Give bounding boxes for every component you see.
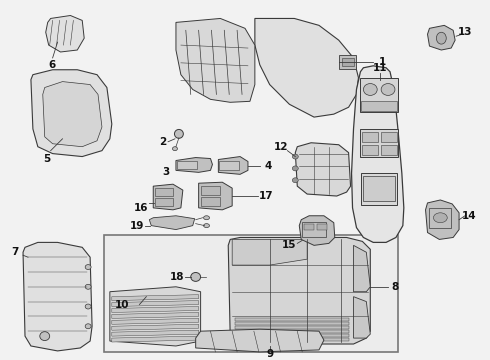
Polygon shape [153, 184, 183, 210]
Polygon shape [235, 326, 348, 329]
Ellipse shape [293, 166, 298, 171]
Text: 1: 1 [378, 57, 386, 67]
Bar [339, 55, 357, 69]
Text: 7: 7 [11, 247, 19, 257]
Ellipse shape [434, 213, 447, 223]
Bar [364, 176, 395, 201]
Text: 8: 8 [392, 282, 398, 292]
Polygon shape [232, 239, 307, 265]
Text: 3: 3 [163, 167, 170, 177]
Ellipse shape [381, 84, 395, 95]
Text: 10: 10 [115, 300, 129, 310]
Polygon shape [235, 338, 348, 341]
Bar [177, 162, 196, 170]
Bar [363, 145, 378, 154]
Polygon shape [112, 318, 198, 324]
Polygon shape [351, 66, 404, 242]
Bar [220, 161, 239, 170]
Ellipse shape [85, 265, 91, 270]
Ellipse shape [437, 32, 446, 44]
Polygon shape [228, 238, 370, 344]
Text: 2: 2 [159, 137, 167, 147]
Bar [361, 129, 398, 157]
Bar [361, 78, 398, 112]
Ellipse shape [293, 178, 298, 183]
Polygon shape [235, 330, 348, 333]
Polygon shape [112, 336, 198, 342]
Bar [362, 101, 397, 111]
Text: 12: 12 [274, 142, 289, 152]
Ellipse shape [174, 130, 183, 138]
Ellipse shape [85, 304, 91, 309]
Ellipse shape [85, 284, 91, 289]
Text: 15: 15 [282, 240, 296, 250]
Text: 17: 17 [258, 191, 273, 201]
Polygon shape [110, 287, 200, 346]
Bar [200, 186, 220, 195]
Text: 16: 16 [134, 203, 148, 213]
Bar [302, 222, 326, 238]
Ellipse shape [40, 332, 49, 341]
Polygon shape [176, 18, 255, 102]
Bar [304, 224, 314, 230]
Polygon shape [235, 318, 348, 321]
Bar [104, 235, 398, 352]
Polygon shape [196, 329, 324, 352]
Polygon shape [112, 301, 198, 306]
Bar [342, 58, 353, 66]
Polygon shape [353, 297, 370, 338]
Polygon shape [176, 158, 213, 172]
Polygon shape [255, 18, 359, 117]
Text: 6: 6 [48, 60, 55, 70]
Polygon shape [112, 306, 198, 312]
Text: 13: 13 [458, 27, 472, 37]
Polygon shape [43, 82, 102, 147]
Ellipse shape [191, 273, 200, 282]
Text: 5: 5 [43, 153, 50, 163]
Ellipse shape [203, 224, 210, 228]
Text: 4: 4 [264, 161, 271, 171]
Ellipse shape [293, 154, 298, 159]
Polygon shape [112, 295, 198, 301]
Bar [429, 208, 451, 228]
Polygon shape [235, 322, 348, 325]
Polygon shape [235, 334, 348, 337]
Bar [362, 173, 397, 205]
Polygon shape [112, 330, 198, 336]
Polygon shape [219, 157, 248, 174]
Bar [317, 224, 327, 230]
Polygon shape [31, 70, 112, 157]
Text: 11: 11 [373, 63, 388, 73]
Polygon shape [112, 312, 198, 318]
Bar [363, 132, 378, 142]
Text: 9: 9 [266, 349, 273, 359]
Bar [155, 198, 173, 206]
Polygon shape [112, 324, 198, 330]
Polygon shape [299, 216, 335, 246]
Polygon shape [149, 216, 195, 230]
Bar [200, 197, 220, 206]
Polygon shape [425, 200, 459, 239]
Text: 14: 14 [462, 211, 476, 221]
Polygon shape [198, 182, 232, 210]
Bar [155, 188, 173, 196]
Polygon shape [295, 143, 350, 196]
Text: 19: 19 [130, 221, 145, 231]
Polygon shape [427, 25, 455, 50]
Ellipse shape [203, 216, 210, 220]
Ellipse shape [85, 324, 91, 329]
Polygon shape [353, 246, 370, 292]
Bar [381, 145, 397, 154]
Polygon shape [46, 15, 84, 52]
Ellipse shape [364, 84, 377, 95]
Ellipse shape [172, 147, 177, 150]
Polygon shape [23, 242, 92, 351]
Bar [381, 132, 397, 142]
Text: 18: 18 [170, 272, 184, 282]
